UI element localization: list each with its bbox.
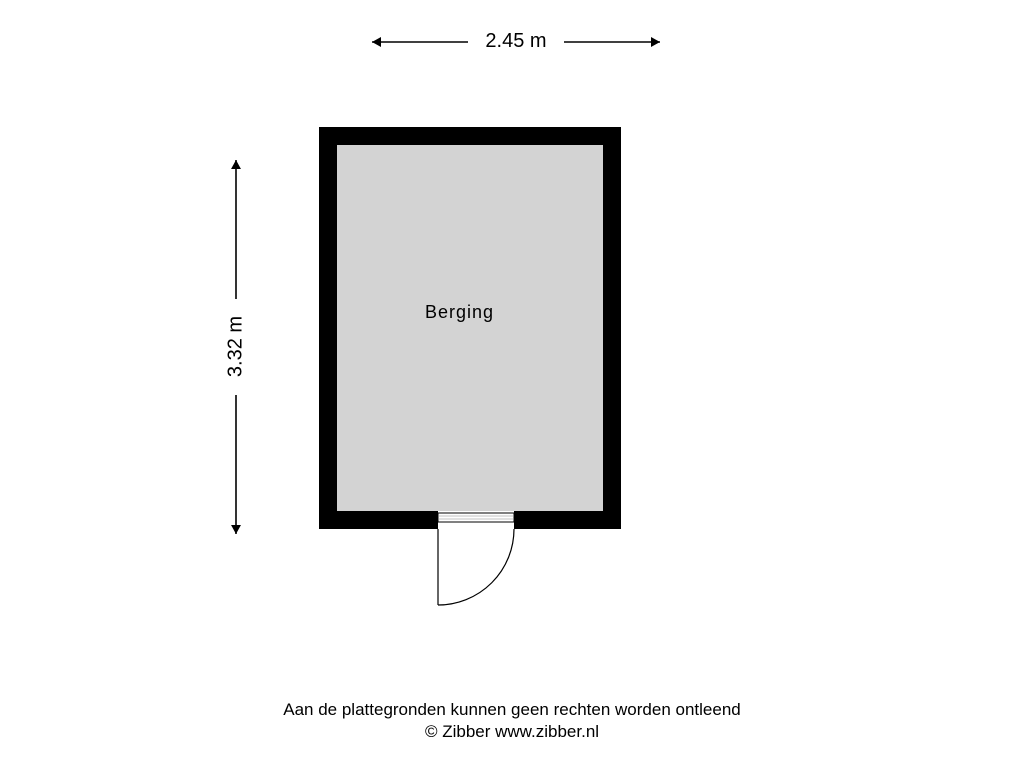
copyright-text: © Zibber www.zibber.nl bbox=[0, 722, 1024, 742]
disclaimer-text: Aan de plattegronden kunnen geen rechten… bbox=[0, 700, 1024, 720]
floorplan-canvas: 2.45 m 3.32 m Berging Aan de plattegrond… bbox=[0, 0, 1024, 768]
room-label: Berging bbox=[425, 302, 494, 323]
dimension-height-label: 3.32 m bbox=[225, 302, 248, 392]
floorplan-svg bbox=[0, 0, 1024, 768]
dimension-width-label: 2.45 m bbox=[471, 30, 561, 53]
